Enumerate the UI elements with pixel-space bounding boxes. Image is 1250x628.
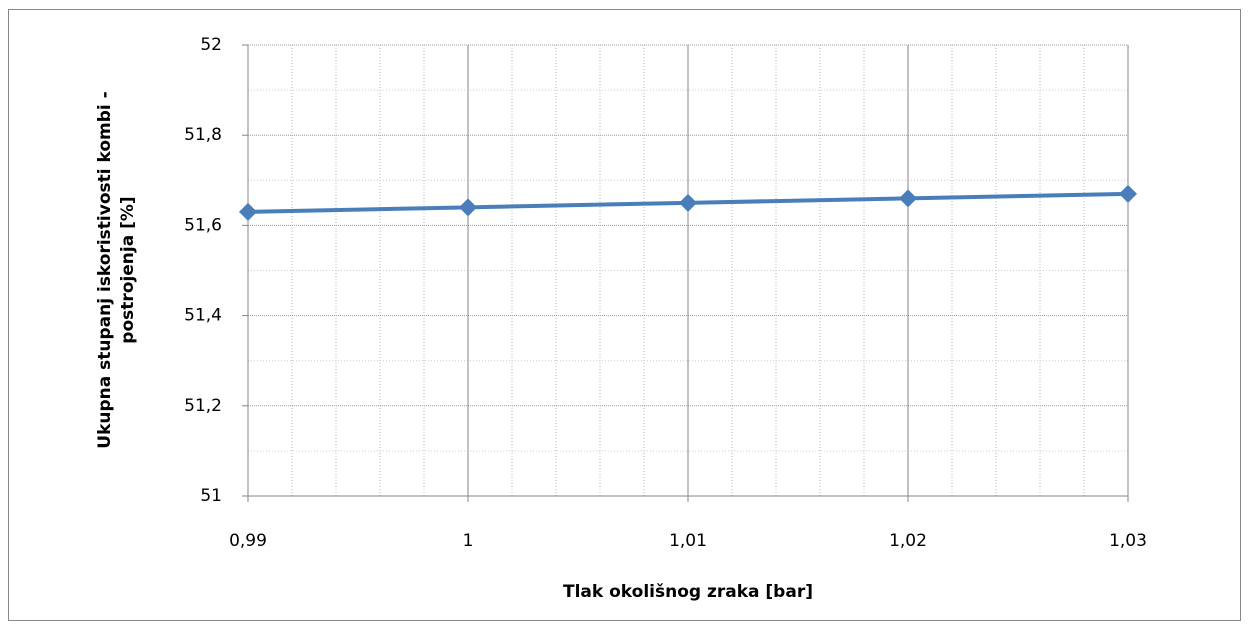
x-tick-label: 1 (463, 531, 474, 551)
y-axis-title: Ukupna stupanj iskoristivosti kombi - (95, 91, 115, 448)
y-tick-label: 52 (200, 35, 222, 55)
y-tick-label: 51,2 (184, 396, 222, 416)
chart-border (8, 9, 1241, 621)
marker (679, 193, 697, 212)
y-tick-label: 51,4 (184, 306, 222, 326)
x-tick-label: 0,99 (229, 531, 267, 551)
y-axis-title: postrojenja [%] (118, 196, 138, 343)
x-axis-title: Tlak okolišnog zraka [bar] (563, 582, 813, 602)
y-tick-label: 51 (200, 486, 222, 506)
y-tick-label: 51,6 (184, 215, 222, 235)
x-tick-label: 1,03 (1109, 531, 1147, 551)
marker (459, 198, 477, 217)
marker (239, 202, 257, 221)
x-tick-label: 1,02 (889, 531, 927, 551)
marker (1119, 184, 1137, 203)
marker (899, 189, 917, 208)
x-tick-label: 1,01 (669, 531, 707, 551)
y-tick-label: 51,8 (184, 125, 222, 145)
